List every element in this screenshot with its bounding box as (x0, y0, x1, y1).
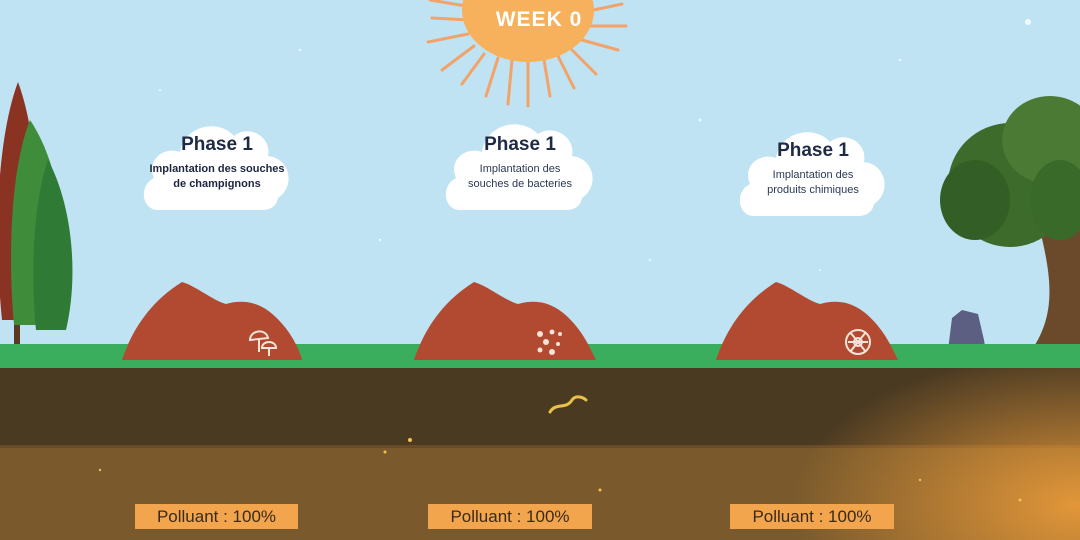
pollutant-badge-1: Polluant : 100% (135, 504, 298, 529)
mushroom-icon (248, 330, 278, 356)
soil-mound-3 (716, 282, 898, 360)
sky-speckles (159, 19, 1031, 271)
phase-card-3: Phase 1 Implantation des produits chimiq… (734, 118, 892, 218)
soil-speckles (98, 438, 1022, 502)
phase-description-line-2: souches de bacteries (468, 178, 572, 190)
worm (548, 395, 588, 414)
pollutant-badge-2: Polluant : 100% (428, 504, 592, 529)
phase-description-line-1: Implantation des souches (149, 163, 285, 175)
cloud-shape (739, 132, 885, 216)
phase-title: Phase 1 (181, 134, 253, 155)
phase-description-line-2: produits chimiques (767, 184, 859, 196)
pine-tree-left (0, 82, 73, 345)
phase-card-1: Phase 1 Implantation des souches de cham… (138, 110, 296, 212)
phase-description-line-1: Implantation des (772, 169, 854, 181)
cloud-shape (143, 126, 289, 210)
pollutant-badge-3: Polluant : 100% (730, 504, 894, 529)
phase-description-line-2: de champignons (173, 178, 261, 190)
phase-description-line-1: Implantation des (479, 163, 561, 175)
cloud-shape (445, 124, 593, 210)
phase-card-2: Phase 1 Implantation des souches de bact… (440, 110, 600, 212)
sun (462, 0, 594, 62)
biohazard-icon (845, 329, 871, 355)
soil-mound-2 (414, 282, 596, 360)
phase-title: Phase 1 (484, 134, 556, 155)
phase-title: Phase 1 (777, 140, 849, 161)
week-label: WEEK 0 (495, 8, 583, 31)
oak-tree-right (940, 96, 1080, 360)
bacteria-icon (537, 329, 562, 355)
soil-mound-1 (122, 282, 302, 360)
rock (948, 310, 986, 352)
sun-icon (426, 0, 628, 108)
